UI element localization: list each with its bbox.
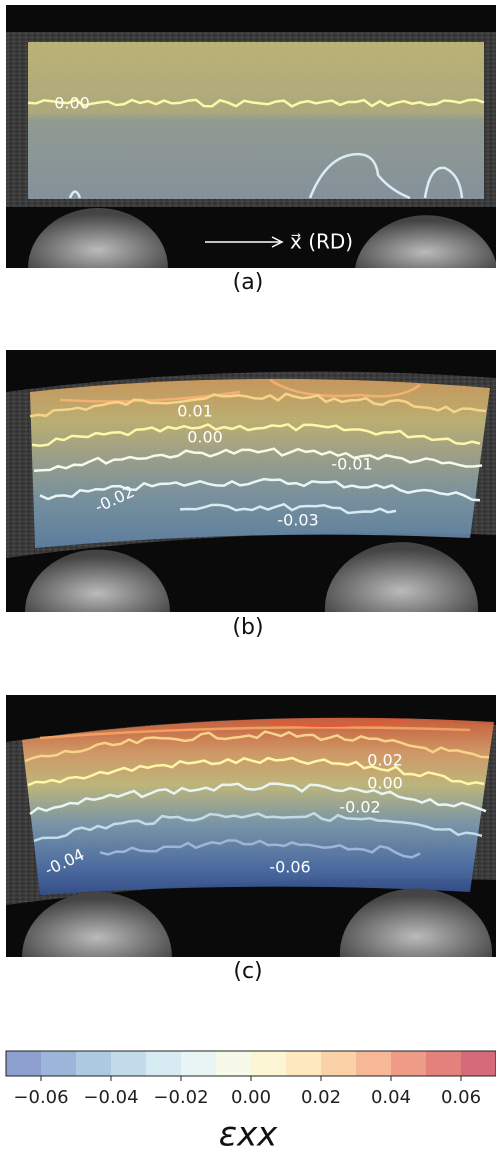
colorbar-tick-label: 0.04 [371,1087,411,1108]
panel-caption: (b) [232,615,263,640]
colorbar-cell [76,1051,112,1076]
colorbar-tick-label: −0.02 [153,1087,208,1108]
contour-label: -0.06 [269,858,310,877]
colorbar-cell [111,1051,147,1076]
contour-line [99,839,421,859]
colorbar-cell [251,1051,287,1076]
contour-label: -0.03 [277,511,318,530]
contour-label: 0.02 [367,751,403,770]
axis-annotation: x⃗ (RD) [290,230,353,254]
contour-label: 0.01 [177,402,213,421]
colorbar-tick-label: 0.02 [301,1087,341,1108]
panel-caption: (c) [233,959,262,984]
colorbar-cell [286,1051,322,1076]
contour-label: 0.00 [54,94,90,113]
panel-image [6,5,496,268]
colorbar-cell [181,1051,217,1076]
panel-image [6,350,496,612]
colorbar-cell [356,1051,392,1076]
colorbar-cell [216,1051,252,1076]
colorbar-label: εxx [219,1115,278,1155]
contour-line [31,422,481,448]
colorbar-tick-label: 0.00 [231,1087,271,1108]
contour-line [33,811,483,843]
contour-line [39,477,481,502]
colorbar-cell [41,1051,77,1076]
colorbar-tick-label: 0.06 [441,1087,481,1108]
panel-image [6,695,496,957]
contour-label: 0.00 [187,428,223,447]
colorbar-cell [321,1051,357,1076]
colorbar-tick-label: −0.04 [83,1087,138,1108]
contour-line [27,756,485,787]
contour-line [27,98,485,108]
contour-line [29,782,487,815]
contour-line [29,392,487,418]
colorbar-cell [426,1051,462,1076]
panel-caption: (a) [233,270,264,295]
contour-label: 0.00 [367,774,403,793]
contour-label: -0.01 [331,455,372,474]
colorbar-cell [391,1051,427,1076]
contour-line [179,502,397,515]
contour-line [33,447,483,473]
contour-line [24,730,490,763]
colorbar-cell [461,1051,496,1076]
colorbar-cell [146,1051,182,1076]
colorbar-cell [6,1051,42,1076]
contour-label: -0.02 [339,798,380,817]
colorbar-tick-label: −0.06 [13,1087,68,1108]
